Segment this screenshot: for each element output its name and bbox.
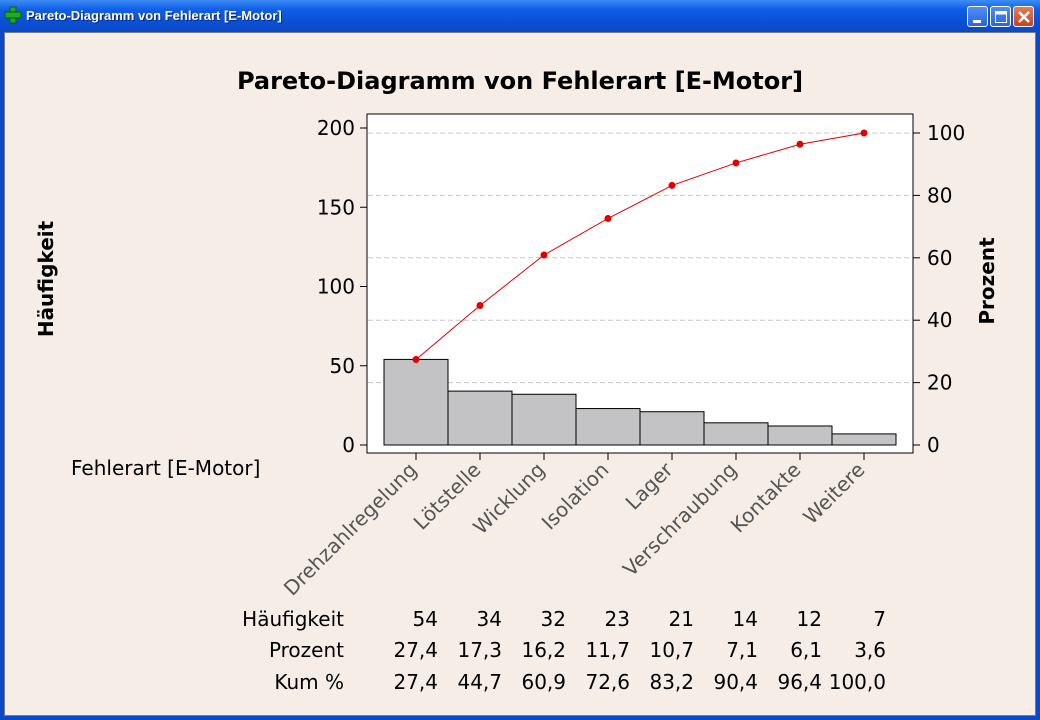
chart-title: Pareto-Diagramm von Fehlerart [E-Motor] [237,67,803,95]
minimize-button[interactable] [967,6,988,27]
table-cell: 10,7 [649,638,694,662]
table-cell: 23 [605,607,630,631]
table-cell: 16,2 [521,638,566,662]
y-tick-label: 150 [317,195,355,219]
cumulative-point [476,302,484,310]
minimize-icon [973,20,981,23]
cumulative-point [860,129,868,137]
table-cell: 100,0 [829,670,886,694]
table-row-label: Kum % [274,670,344,694]
table-cell: 32 [541,607,566,631]
cumulative-point [732,159,740,167]
bar-wicklung [511,393,577,446]
cumulative-point [604,214,612,222]
table-cell: 54 [413,607,438,631]
bar-weitere [831,433,897,446]
table-cell: 11,7 [585,638,630,662]
y2-axis-title: Prozent [975,237,999,325]
y2-tick-label: 20 [927,371,952,395]
table-cell: 90,4 [713,670,758,694]
table-cell: 60,9 [521,670,566,694]
cumulative-point [412,356,420,364]
maximize-icon [995,11,1007,23]
table-cell: 17,3 [457,638,502,662]
category-label: Drehzahlregelung [279,458,422,601]
table-cell: 83,2 [649,670,694,694]
maximize-button[interactable] [990,6,1011,27]
table-cell: 12 [797,607,822,631]
category-label: Kontakte [726,458,806,538]
y-tick-label: 100 [317,275,355,299]
y2-tick-label: 100 [927,121,965,145]
y2-tick-label: 80 [927,183,952,207]
plus-icon [4,6,22,24]
category-label: Verschraubung [618,458,742,582]
y2-tick-label: 60 [927,246,952,270]
table-cell: 7 [873,607,886,631]
pareto-chart: Pareto-Diagramm von Fehlerart [E-Motor] … [34,67,999,694]
table-cell: 21 [669,607,694,631]
bar-lötstelle [447,390,513,446]
table-cell: 27,4 [393,670,438,694]
table-cell: 34 [477,607,502,631]
cumulative-point [540,251,548,259]
bar-verschraubung [703,422,769,446]
category-label: Weitere [798,458,869,529]
window-title: Pareto-Diagramm von Fehlerart [E-Motor] [26,8,282,23]
y2-tick-label: 40 [927,308,952,332]
table-cell: 96,4 [777,670,822,694]
table-cell: 44,7 [457,670,502,694]
y2-tick-label: 0 [927,433,940,457]
bar-isolation [575,408,641,446]
cumulative-point [668,181,676,189]
title-bar[interactable]: Pareto-Diagramm von Fehlerart [E-Motor] [0,0,1040,32]
close-icon [1018,11,1030,23]
cumulative-point [796,140,804,148]
bar-lager [639,411,705,446]
table-cell: 27,4 [393,638,438,662]
chart-area: Pareto-Diagramm von Fehlerart [E-Motor] … [4,32,1036,716]
table-row-label: Häufigkeit [242,607,344,631]
y-tick-label: 50 [330,354,355,378]
bar-kontakte [767,425,833,446]
table-row-label: Prozent [269,638,344,662]
table-cell: 14 [733,607,758,631]
category-label: Lager [621,457,679,515]
table-cell: 72,6 [585,670,630,694]
y-axis-title: Häufigkeit [34,220,58,337]
category-label: Isolation [537,458,614,535]
table-cell: 6,1 [790,638,822,662]
cumulative-line [415,132,865,360]
bar-drehzahlregelung [383,358,449,446]
y-tick-label: 0 [342,433,355,457]
table-cell: 7,1 [726,638,758,662]
y-tick-label: 200 [317,116,355,140]
table-cell: 3,6 [854,638,886,662]
close-button[interactable] [1013,6,1034,27]
x-axis-title: Fehlerart [E-Motor] [71,456,260,480]
